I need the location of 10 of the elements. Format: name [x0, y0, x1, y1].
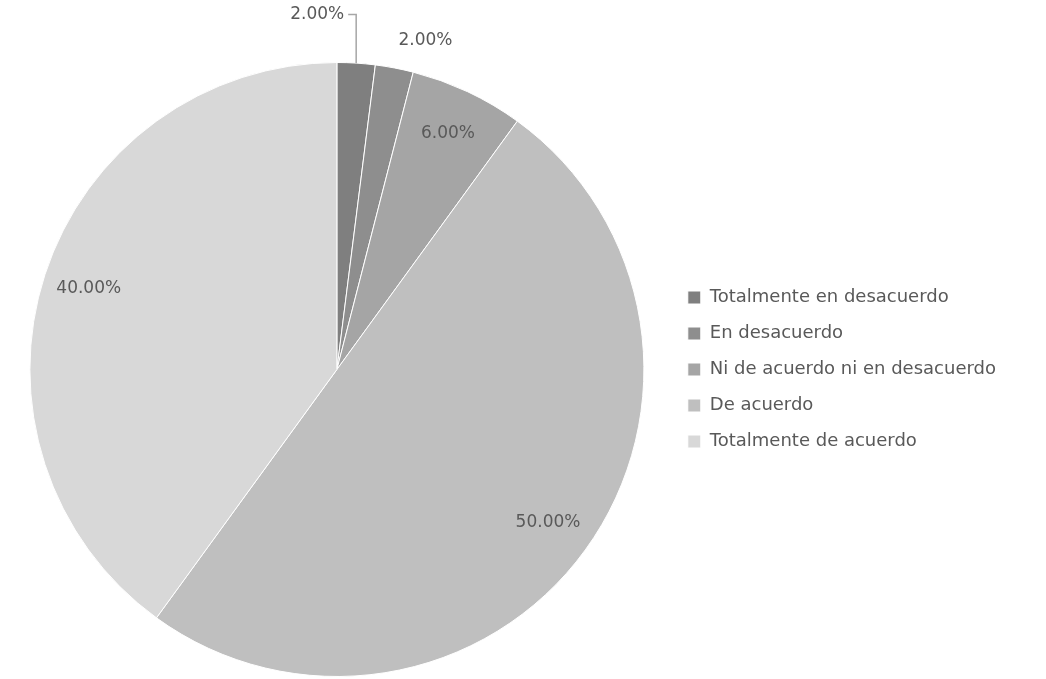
data-label: 40.00% — [56, 277, 122, 298]
legend-label: En desacuerdo — [709, 321, 844, 343]
legend-label: Ni de acuerdo ni en desacuerdo — [709, 357, 997, 379]
data-label: 50.00% — [515, 511, 581, 532]
data-label: 2.00% — [398, 28, 453, 49]
legend-label: De acuerdo — [709, 393, 814, 415]
data-label: 6.00% — [421, 121, 476, 142]
data-label: 2.00% — [290, 2, 345, 23]
legend-label: Totalmente en desacuerdo — [708, 285, 949, 307]
legend-label: Totalmente de acuerdo — [708, 429, 917, 451]
